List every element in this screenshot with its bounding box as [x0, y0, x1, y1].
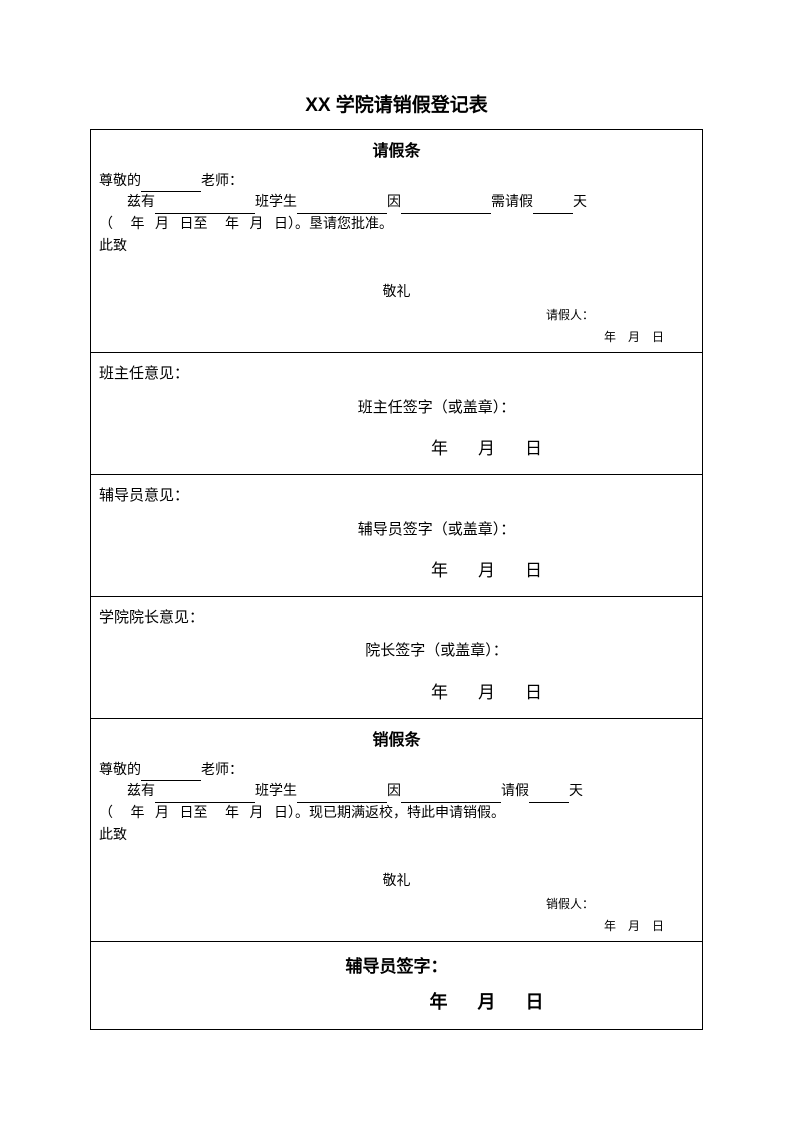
form-table: 请假条 尊敬的老师： 兹有班学生因需请假天 （ 年 月 日至 年 月 日）。垦请…: [90, 129, 703, 1030]
class-blank[interactable]: [155, 200, 255, 214]
class-blank[interactable]: [155, 789, 255, 803]
leave-date: 年 月 日: [99, 328, 694, 347]
t-b: 班学生: [255, 195, 297, 210]
d: 日: [652, 919, 664, 933]
leave-line1: 尊敬的 老师：: [99, 171, 694, 193]
opinion-date: 年月日: [99, 558, 694, 584]
t-a: 兹有: [127, 195, 155, 210]
reason-blank[interactable]: [401, 200, 491, 214]
d: 日: [525, 683, 542, 702]
student-blank[interactable]: [297, 200, 387, 214]
p-g: 日）。垦请您批准。: [274, 217, 393, 232]
opinion-label: 学院院长意见：: [99, 607, 694, 630]
cancel-line1: 尊敬的 老师：: [99, 760, 694, 782]
m: 月: [478, 683, 495, 702]
cancel-date: 年 月 日: [99, 917, 694, 936]
y: 年: [431, 439, 448, 458]
opinion-date: 年月日: [99, 680, 694, 706]
p-c: 月: [155, 217, 169, 232]
m: 月: [478, 561, 495, 580]
y: 年: [604, 330, 616, 344]
t-c: 因: [387, 784, 401, 799]
student-blank[interactable]: [297, 789, 387, 803]
m: 月: [478, 992, 496, 1012]
cancel-section: 销假条 尊敬的 老师： 兹有 班学生 因 请假 天 （ 年 月 日至 年 月 日）。现已期…: [91, 719, 702, 942]
page-title: XX 学院请销假登记表: [90, 90, 703, 117]
days-blank[interactable]: [533, 200, 573, 214]
y: 年: [431, 683, 448, 702]
t-b: 班学生: [255, 784, 297, 799]
signer-label: 请假人：: [99, 306, 694, 325]
dear-prefix: 尊敬的: [99, 763, 141, 778]
p-a: （: [99, 806, 113, 821]
d: 日: [652, 330, 664, 344]
t-e: 天: [573, 195, 587, 210]
p-a: （: [99, 217, 113, 232]
final-section: 辅导员签字： 年 月 日: [91, 942, 702, 1028]
teacher-blank[interactable]: [141, 767, 201, 781]
p-f: 月: [250, 217, 264, 232]
leave-heading: 请假条: [99, 140, 694, 165]
p-b: 年: [131, 217, 145, 232]
salute: 敬礼: [99, 282, 694, 304]
p-f: 月: [250, 806, 264, 821]
opinion-section-2: 学院院长意见： 院长签字（或盖章）： 年 月 日: [91, 597, 702, 719]
d: 日: [525, 439, 542, 458]
d: 日: [526, 992, 544, 1012]
opinion-sign: 班主任签字（或盖章）：: [99, 397, 694, 420]
p-c: 月: [155, 806, 169, 821]
m: 月: [628, 919, 640, 933]
dear-prefix: 尊敬的: [99, 174, 141, 189]
final-date: 年月日: [99, 989, 694, 1017]
p-e: 年: [225, 806, 239, 821]
m: 月: [478, 439, 495, 458]
t-d: 请假: [501, 784, 529, 799]
teacher-blank[interactable]: [141, 178, 201, 192]
t-e: 天: [569, 784, 583, 799]
cancel-line2: 兹有 班学生 因 请假 天: [99, 781, 694, 803]
p-e: 年: [225, 217, 239, 232]
days-blank[interactable]: [529, 789, 569, 803]
opinion-sign: 辅导员签字（或盖章）：: [99, 519, 694, 542]
p-d: 日至: [180, 806, 208, 821]
cizhi: 此致: [99, 236, 694, 258]
opinion-label: 班主任意见：: [99, 363, 694, 386]
opinion-label: 辅导员意见：: [99, 485, 694, 508]
p-g: 日）。现已期满返校，特此申请销假。: [274, 806, 505, 821]
reason-blank[interactable]: [401, 789, 501, 803]
opinion-date: 年月日: [99, 436, 694, 462]
t-a: 兹有: [127, 784, 155, 799]
leave-line2: 兹有 班学生 因 需请假 天: [99, 192, 694, 214]
p-b: 年: [131, 806, 145, 821]
y: 年: [604, 919, 616, 933]
t-c: 因: [387, 195, 401, 210]
d: 日: [525, 561, 542, 580]
dear-suffix: 老师：: [201, 174, 243, 189]
dear-suffix: 老师：: [201, 763, 243, 778]
cancel-line3: （ 年 月 日至 年 月 日）。现已期满返校，特此申请销假。: [99, 803, 694, 825]
y: 年: [430, 992, 448, 1012]
cancel-heading: 销假条: [99, 729, 694, 754]
y: 年: [431, 561, 448, 580]
p-d: 日至: [180, 217, 208, 232]
opinion-sign: 院长签字（或盖章）：: [99, 640, 694, 663]
cizhi: 此致: [99, 825, 694, 847]
signer-label: 销假人：: [99, 895, 694, 914]
opinion-section-0: 班主任意见： 班主任签字（或盖章）： 年 月 日: [91, 353, 702, 475]
final-sign: 辅导员签字：: [99, 954, 694, 980]
leave-line3: （ 年 月 日至 年 月 日）。垦请您批准。: [99, 214, 694, 236]
opinion-section-1: 辅导员意见： 辅导员签字（或盖章）： 年 月 日: [91, 475, 702, 597]
t-d: 需请假: [491, 195, 533, 210]
salute: 敬礼: [99, 871, 694, 893]
leave-section: 请假条 尊敬的 老师： 兹有 班学生 因 需请假 天 （ 年 月 日至 年 月 日）。垦请…: [91, 130, 702, 353]
m: 月: [628, 330, 640, 344]
